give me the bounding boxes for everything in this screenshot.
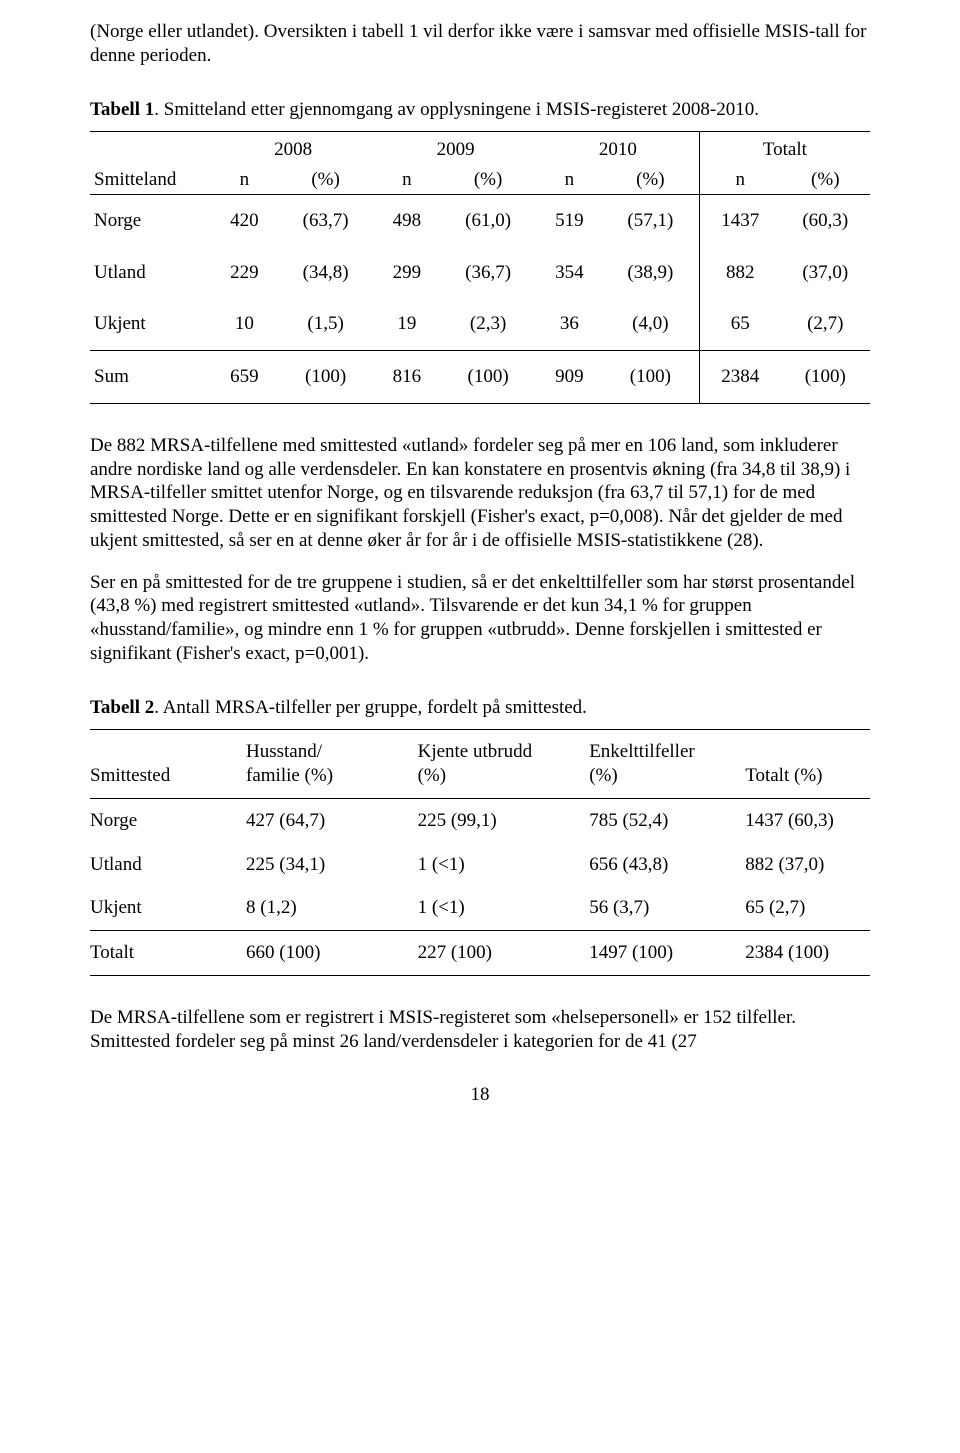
table1-cell: Ukjent bbox=[90, 298, 212, 350]
table1-cell: (34,8) bbox=[277, 247, 375, 299]
table1-cell: 299 bbox=[374, 247, 439, 299]
table1-cell: (100) bbox=[781, 351, 870, 404]
table2-cell: 227 (100) bbox=[418, 931, 590, 976]
table1-year-0: 2008 bbox=[212, 132, 374, 162]
table1-cell: 420 bbox=[212, 194, 277, 246]
table2-cell: 660 (100) bbox=[246, 931, 418, 976]
table1-cell: (57,1) bbox=[602, 194, 700, 246]
table1-cell: 10 bbox=[212, 298, 277, 350]
table1-year-2: 2010 bbox=[537, 132, 699, 162]
table2-cell: 785 (52,4) bbox=[589, 798, 745, 842]
table1-cell: (100) bbox=[439, 351, 537, 404]
table1-sub-n: n bbox=[374, 162, 439, 194]
table1-cell: Sum bbox=[90, 351, 212, 404]
table1-cell: 36 bbox=[537, 298, 602, 350]
page-number: 18 bbox=[90, 1083, 870, 1107]
table1-cell: 19 bbox=[374, 298, 439, 350]
table1-sub-n: n bbox=[699, 162, 780, 194]
table2-cell: Norge bbox=[90, 798, 246, 842]
table-row: Utland 225 (34,1) 1 (<1) 656 (43,8) 882 … bbox=[90, 843, 870, 887]
table2: Smittested Husstand/ familie (%) Kjente … bbox=[90, 729, 870, 976]
table1-sub-pct: (%) bbox=[781, 162, 870, 194]
table1-cell: (4,0) bbox=[602, 298, 700, 350]
body-paragraph-1: De 882 MRSA-tilfellene med smittested «u… bbox=[90, 434, 870, 553]
table2-cell: 1 (<1) bbox=[418, 886, 590, 930]
table2-header-cell: Enkelttilfeller (%) bbox=[589, 730, 745, 799]
table2-cell: 1437 (60,3) bbox=[745, 798, 870, 842]
table1-cell: 659 bbox=[212, 351, 277, 404]
table2-cell: 882 (37,0) bbox=[745, 843, 870, 887]
table1: Smitteland 2008 2009 2010 Totalt n (%) n… bbox=[90, 131, 870, 404]
table1-sub-pct: (%) bbox=[602, 162, 700, 194]
table1-cell: (60,3) bbox=[781, 194, 870, 246]
table2-totals-row: Totalt 660 (100) 227 (100) 1497 (100) 23… bbox=[90, 931, 870, 976]
table2-caption-bold: Tabell 2 bbox=[90, 697, 154, 718]
intro-paragraph: (Norge eller utlandet). Oversikten i tab… bbox=[90, 20, 870, 68]
table1-total-label: Totalt bbox=[699, 132, 870, 162]
table1-header-years: Smitteland 2008 2009 2010 Totalt bbox=[90, 132, 870, 162]
table1-cell: 2384 bbox=[699, 351, 780, 404]
table1-year-1: 2009 bbox=[374, 132, 536, 162]
table1-cell: 65 bbox=[699, 298, 780, 350]
table2-cell: 1 (<1) bbox=[418, 843, 590, 887]
table2-cell: Ukjent bbox=[90, 886, 246, 930]
table2-cell: 225 (34,1) bbox=[246, 843, 418, 887]
table2-cell: 2384 (100) bbox=[745, 931, 870, 976]
table2-caption-rest: . Antall MRSA-tilfeller per gruppe, ford… bbox=[154, 697, 587, 718]
table1-cell: (63,7) bbox=[277, 194, 375, 246]
table1-cell: (1,5) bbox=[277, 298, 375, 350]
table-row: Ukjent 10 (1,5) 19 (2,3) 36 (4,0) 65 (2,… bbox=[90, 298, 870, 350]
table1-cell: (36,7) bbox=[439, 247, 537, 299]
table1-cell: 354 bbox=[537, 247, 602, 299]
table2-header-cell: Kjente utbrudd (%) bbox=[418, 730, 590, 799]
table1-cell: 816 bbox=[374, 351, 439, 404]
table1-rowlabel: Smitteland bbox=[90, 132, 212, 195]
table2-caption: Tabell 2. Antall MRSA-tilfeller per grup… bbox=[90, 696, 870, 720]
table1-cell: 909 bbox=[537, 351, 602, 404]
table1-cell: (37,0) bbox=[781, 247, 870, 299]
table2-cell: 225 (99,1) bbox=[418, 798, 590, 842]
table1-cell: (2,3) bbox=[439, 298, 537, 350]
table1-cell: Utland bbox=[90, 247, 212, 299]
table1-sub-pct: (%) bbox=[277, 162, 375, 194]
table1-caption-rest: . Smitteland etter gjennomgang av opplys… bbox=[154, 99, 759, 120]
table1-cell: (100) bbox=[277, 351, 375, 404]
table2-cell: 8 (1,2) bbox=[246, 886, 418, 930]
document-page: (Norge eller utlandet). Oversikten i tab… bbox=[0, 0, 960, 1147]
table2-cell: 65 (2,7) bbox=[745, 886, 870, 930]
table1-cell: (61,0) bbox=[439, 194, 537, 246]
table1-cell: 1437 bbox=[699, 194, 780, 246]
table2-header-cell: Husstand/ familie (%) bbox=[246, 730, 418, 799]
table2-cell: 656 (43,8) bbox=[589, 843, 745, 887]
table2-header: Smittested Husstand/ familie (%) Kjente … bbox=[90, 730, 870, 799]
table2-header-cell: Totalt (%) bbox=[745, 730, 870, 799]
table1-cell: 519 bbox=[537, 194, 602, 246]
table1-cell: (38,9) bbox=[602, 247, 700, 299]
table1-cell: 229 bbox=[212, 247, 277, 299]
table1-cell: (2,7) bbox=[781, 298, 870, 350]
table1-cell: Norge bbox=[90, 194, 212, 246]
table2-cell: 427 (64,7) bbox=[246, 798, 418, 842]
table2-cell: 1497 (100) bbox=[589, 931, 745, 976]
table1-sub-pct: (%) bbox=[439, 162, 537, 194]
table1-sum-row: Sum 659 (100) 816 (100) 909 (100) 2384 (… bbox=[90, 351, 870, 404]
table1-caption-bold: Tabell 1 bbox=[90, 99, 154, 120]
table1-cell: 882 bbox=[699, 247, 780, 299]
body-paragraph-3: De MRSA-tilfellene som er registrert i M… bbox=[90, 1006, 870, 1054]
table2-header-cell: Smittested bbox=[90, 730, 246, 799]
table1-cell: 498 bbox=[374, 194, 439, 246]
table-row: Ukjent 8 (1,2) 1 (<1) 56 (3,7) 65 (2,7) bbox=[90, 886, 870, 930]
table2-cell: 56 (3,7) bbox=[589, 886, 745, 930]
table1-cell: (100) bbox=[602, 351, 700, 404]
table-row: Utland 229 (34,8) 299 (36,7) 354 (38,9) … bbox=[90, 247, 870, 299]
table2-cell: Totalt bbox=[90, 931, 246, 976]
table1-sub-n: n bbox=[212, 162, 277, 194]
table1-sub-n: n bbox=[537, 162, 602, 194]
body-paragraph-2: Ser en på smittested for de tre gruppene… bbox=[90, 571, 870, 666]
table2-cell: Utland bbox=[90, 843, 246, 887]
table-row: Norge 420 (63,7) 498 (61,0) 519 (57,1) 1… bbox=[90, 194, 870, 246]
table1-caption: Tabell 1. Smitteland etter gjennomgang a… bbox=[90, 98, 870, 122]
table-row: Norge 427 (64,7) 225 (99,1) 785 (52,4) 1… bbox=[90, 798, 870, 842]
